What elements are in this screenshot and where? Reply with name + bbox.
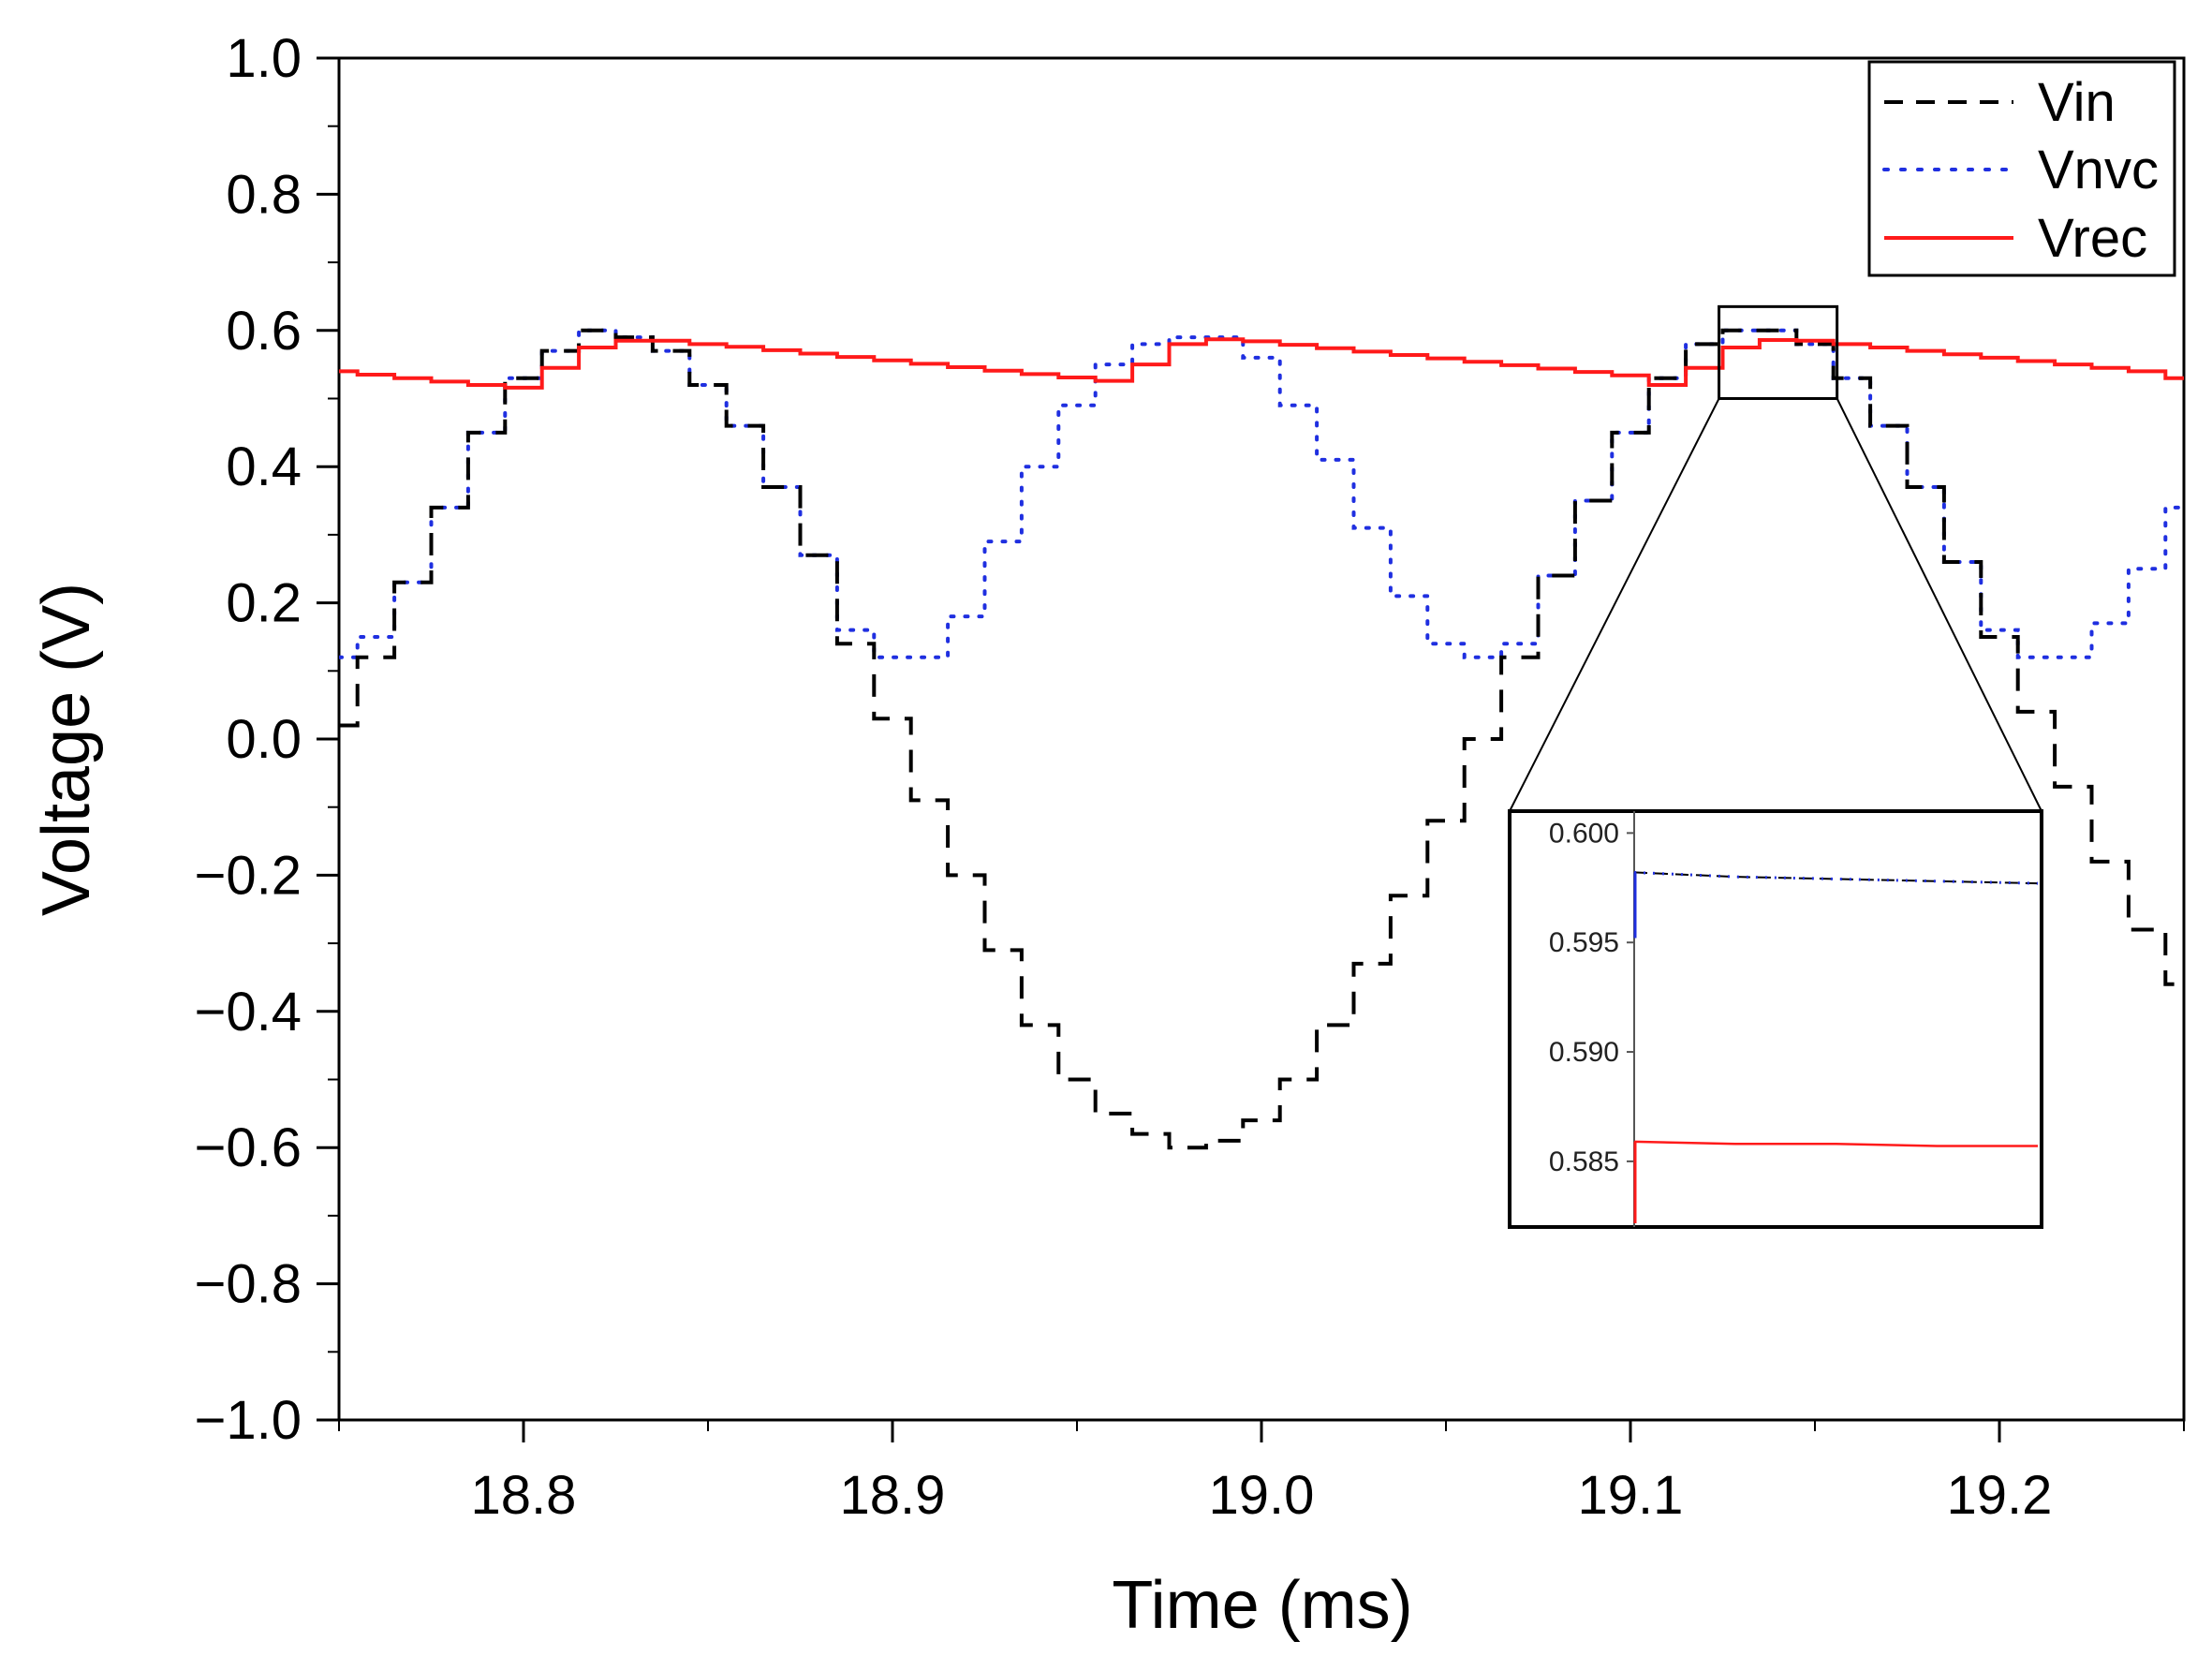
x-tick-label: 19.2: [1947, 1465, 2053, 1526]
series-layer: [339, 328, 2184, 1150]
zoom-indicator: [1509, 304, 2042, 812]
x-tick-label: 19.0: [1209, 1465, 1315, 1526]
y-tick-label: 0.0: [226, 709, 302, 770]
legend-label-vin: Vin: [2038, 72, 2116, 133]
y-tick-label: −1.0: [195, 1390, 302, 1451]
y-tick-label: 1.0: [226, 28, 302, 89]
x-axis-title: Time (ms): [1112, 1568, 1412, 1643]
series-vrec-line: [339, 337, 2184, 390]
y-tick-label: −0.4: [195, 982, 302, 1042]
x-tick-label: 18.9: [840, 1465, 946, 1526]
legend-label-vrec: Vrec: [2038, 208, 2147, 269]
y-axis-title: Voltage (V): [29, 583, 104, 916]
legend-label-vnvc: Vnvc: [2038, 140, 2159, 200]
inset-y-tick-label: 0.600: [1549, 818, 1619, 849]
y-tick-label: 0.4: [226, 436, 302, 497]
y-tick-label: 0.6: [226, 301, 302, 362]
inset-series-vrec: [1633, 1140, 2038, 1147]
y-tick-label: 0.8: [226, 164, 302, 225]
y-tick-label: 0.2: [226, 573, 302, 634]
zoom-box: [1718, 304, 1839, 401]
inset-y-tick-label: 0.585: [1549, 1146, 1619, 1177]
series-vnvc-line: [339, 328, 2184, 659]
legend: Vin Vnvc Vrec: [1867, 60, 2176, 277]
y-tick-label: −0.2: [195, 845, 302, 906]
x-tick-label: 19.1: [1578, 1465, 1684, 1526]
series-vin-line: [339, 328, 2184, 1150]
zoom-connector: [1509, 398, 1720, 812]
inset-series-vnvc: [1633, 870, 2039, 885]
inset-y-tick-label: 0.595: [1549, 927, 1619, 958]
y-tick-label: −0.6: [195, 1117, 302, 1178]
y-axis: 1.0 0.8 0.6 0.4 0.2 0.0 −0.2 −0.4 −0.6 −0.8 −1.0: [195, 28, 339, 1451]
inset-y-tick-label: 0.590: [1549, 1037, 1619, 1068]
inset-plot: 0.600 0.595 0.590 0.585: [1508, 809, 2043, 1229]
x-axis: 18.8 18.9 19.0 19.1 19.2: [338, 1420, 2185, 1526]
y-tick-label: −0.8: [195, 1254, 302, 1315]
x-tick-label: 18.8: [471, 1465, 577, 1526]
zoom-connector: [1836, 398, 2042, 812]
